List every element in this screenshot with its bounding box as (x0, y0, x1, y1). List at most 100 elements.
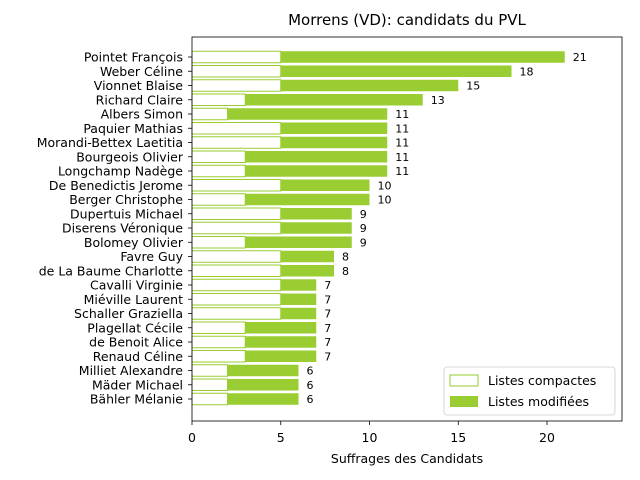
bar-modifiees-mieville-laurent (280, 293, 317, 305)
legend-frame (443, 366, 616, 416)
bar-compactes-morandi-bettex-laetitia (191, 136, 282, 149)
bar-compactes-mieville-laurent (191, 293, 282, 306)
bar-modifiees-richard-claire (245, 94, 423, 106)
value-label-renaud-celine: 7 (324, 350, 331, 363)
value-label-cavalli-virginie: 7 (324, 279, 331, 292)
bar-compactes-albers-simon (191, 107, 228, 121)
bar-modifiees-milliet-alexandre (227, 364, 299, 377)
category-label-richard-claire: Richard Claire (96, 92, 184, 107)
bars-group (191, 50, 565, 406)
x-tick-label-15: 15 (450, 430, 466, 445)
legend: Listes compactes Listes modifiées (443, 366, 616, 416)
category-label-vionnet-blaise: Vionnet Blaise (94, 78, 184, 93)
bar-compactes-mader-michael (191, 378, 228, 391)
category-label-paquier-mathias: Paquier Mathias (83, 121, 183, 136)
legend-swatch-modifiees (450, 396, 478, 407)
legend-label-compactes: Listes compactes (488, 373, 596, 388)
value-label-richard-claire: 13 (431, 94, 445, 107)
value-label-paquier-mathias: 11 (395, 122, 409, 135)
value-label-mieville-laurent: 7 (324, 293, 331, 306)
category-label-milliet-alexandre: Milliet Alexandre (79, 363, 184, 378)
category-label-plagellat-cecile: Plagellat Cécile (87, 320, 183, 335)
value-label-milliet-alexandre: 6 (307, 365, 314, 378)
bar-compactes-plagellat-cecile (191, 321, 246, 334)
bar-modifiees-favre-guy (280, 250, 334, 263)
bar-modifiees-diserens-veronique (280, 222, 352, 234)
category-label-de-benoit-alice: de Benoit Alice (89, 335, 183, 350)
bar-compactes-longchamp-nadege (191, 164, 246, 178)
value-label-berger-christophe: 10 (378, 194, 392, 207)
category-label-dupertuis-michael: Dupertuis Michael (70, 206, 183, 221)
bar-modifiees-de-benedictis-jerome (280, 179, 370, 191)
bar-compactes-bahler-melanie (191, 392, 228, 406)
legend-swatch-compactes (449, 374, 479, 387)
bar-modifiees-plagellat-cecile (245, 322, 317, 334)
bar-compactes-de-benedictis-jerome (191, 179, 282, 192)
bar-compactes-dupertuis-michael (191, 207, 282, 220)
value-label-de-la-baume-charlotte: 8 (342, 265, 349, 278)
value-label-bahler-melanie: 6 (307, 393, 314, 406)
value-label-de-benoit-alice: 7 (324, 336, 331, 349)
value-label-favre-guy: 8 (342, 251, 349, 264)
bar-compactes-weber-celine (191, 65, 282, 78)
bar-compactes-bolomey-olivier (191, 236, 246, 249)
axes-frame (191, 36, 623, 422)
value-label-pointet-francois: 21 (573, 51, 587, 64)
bar-modifiees-cavalli-virginie (280, 279, 317, 291)
bar-modifiees-de-la-baume-charlotte (280, 265, 334, 277)
bar-compactes-milliet-alexandre (191, 364, 228, 377)
bar-modifiees-bahler-melanie (227, 393, 299, 405)
value-label-de-benedictis-jerome: 10 (378, 179, 392, 192)
bar-modifiees-albers-simon (227, 108, 388, 120)
legend-label-modifiees: Listes modifiées (488, 394, 589, 409)
category-label-bourgeois-olivier: Bourgeois Olivier (76, 149, 184, 164)
value-label-longchamp-nadege: 11 (395, 165, 409, 178)
value-label-mader-michael: 6 (307, 379, 314, 392)
value-label-albers-simon: 11 (395, 108, 409, 121)
category-label-de-la-baume-charlotte: de La Baume Charlotte (39, 263, 184, 278)
bar-modifiees-dupertuis-michael (280, 208, 352, 220)
category-label-schaller-graziella: Schaller Graziella (74, 306, 183, 321)
bar-modifiees-mader-michael (227, 379, 299, 391)
value-label-schaller-graziella: 7 (324, 308, 331, 321)
bar-modifiees-vionnet-blaise (280, 79, 459, 92)
chart-title: Morrens (VD): candidats du PVL (288, 11, 526, 29)
bar-modifiees-renaud-celine (245, 350, 317, 362)
category-label-longchamp-nadege: Longchamp Nadège (58, 164, 183, 179)
category-label-berger-christophe: Berger Christophe (69, 192, 183, 207)
value-label-bourgeois-olivier: 11 (395, 151, 409, 164)
bar-compactes-diserens-veronique (191, 221, 282, 235)
category-label-morandi-bettex-laetitia: Morandi-Bettex Laetitia (37, 135, 183, 150)
x-tick-label-5: 5 (277, 430, 285, 445)
category-label-cavalli-virginie: Cavalli Virginie (90, 278, 183, 293)
bar-modifiees-pointet-francois (280, 51, 565, 63)
value-label-morandi-bettex-laetitia: 11 (395, 137, 409, 150)
bar-compactes-pointet-francois (191, 50, 282, 64)
bar-compactes-paquier-mathias (191, 122, 282, 135)
bar-compactes-bourgeois-olivier (191, 150, 246, 163)
bar-modifiees-paquier-mathias (280, 122, 388, 134)
x-tick-label-0: 0 (188, 430, 196, 445)
category-label-diserens-veronique: Diserens Véronique (62, 221, 183, 236)
bar-compactes-berger-christophe (191, 193, 246, 206)
category-label-bolomey-olivier: Bolomey Olivier (84, 235, 184, 250)
value-label-vionnet-blaise: 15 (466, 80, 480, 93)
bar-modifiees-berger-christophe (245, 193, 370, 206)
bar-compactes-de-benoit-alice (191, 335, 246, 349)
bar-modifiees-longchamp-nadege (245, 165, 388, 177)
x-axis-ticks: 0 5 10 15 20 (188, 421, 555, 445)
bar-modifiees-weber-celine (280, 65, 512, 77)
value-label-bolomey-olivier: 9 (360, 236, 367, 249)
category-label-favre-guy: Favre Guy (120, 249, 183, 264)
bar-modifiees-de-benoit-alice (245, 336, 317, 348)
bar-compactes-schaller-graziella (191, 307, 282, 320)
value-label-diserens-veronique: 9 (360, 222, 367, 235)
bar-modifiees-bolomey-olivier (245, 236, 352, 248)
category-label-de-benedictis-jerome: De Benedictis Jerome (49, 178, 183, 193)
bar-compactes-vionnet-blaise (191, 79, 282, 92)
value-label-plagellat-cecile: 7 (324, 322, 331, 335)
x-tick-label-10: 10 (362, 430, 378, 445)
category-label-renaud-celine: Renaud Céline (93, 349, 184, 364)
